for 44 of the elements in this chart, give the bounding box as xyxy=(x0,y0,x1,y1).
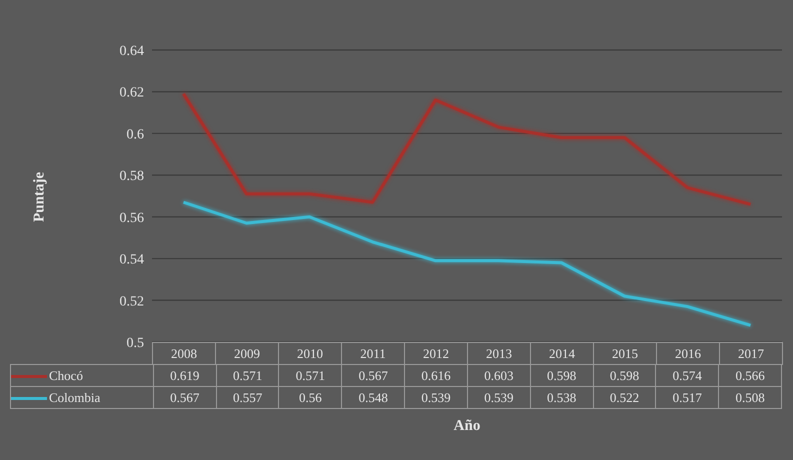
x-tick-label: 2012 xyxy=(404,342,468,364)
data-label: 0.567 xyxy=(153,386,216,408)
y-axis-title: Puntaje xyxy=(32,172,48,222)
x-tick-label: 2009 xyxy=(216,342,278,364)
data-label: 0.603 xyxy=(467,364,530,386)
x-axis-title: Año xyxy=(452,418,482,435)
data-label: 0.571 xyxy=(278,364,342,386)
data-label: 0.574 xyxy=(656,364,719,386)
y-tick-label: 0.5 xyxy=(126,336,144,351)
data-label: 0.539 xyxy=(467,386,530,408)
x-tick-label: 2011 xyxy=(342,342,404,364)
data-label: 0.522 xyxy=(593,386,656,408)
line-series xyxy=(182,92,752,206)
x-tick-label: 2008 xyxy=(152,342,216,364)
data-label: 0.566 xyxy=(718,364,782,386)
x-tick-label: 2015 xyxy=(594,342,656,364)
x-tick-label: 2017 xyxy=(720,342,782,364)
data-label: 0.567 xyxy=(342,364,405,386)
x-tick-label: 2016 xyxy=(656,342,720,364)
data-label: 0.598 xyxy=(593,364,656,386)
x-tick-label: 2010 xyxy=(278,342,342,364)
data-label: 0.557 xyxy=(216,386,279,408)
data-label: 0.508 xyxy=(718,386,782,408)
data-label: 0.56 xyxy=(278,386,342,408)
data-label: 0.616 xyxy=(404,364,468,386)
y-tick-label: 0.6 xyxy=(126,127,144,142)
data-label: 0.598 xyxy=(530,364,594,386)
data-label: 0.619 xyxy=(153,364,216,386)
y-tick-label: 0.54 xyxy=(120,252,144,268)
data-label: 0.548 xyxy=(342,386,405,408)
y-tick-label: 0.64 xyxy=(120,44,144,59)
legend-label: Colombia xyxy=(49,390,100,404)
y-tick-label: 0.62 xyxy=(120,86,144,101)
data-label: 0.517 xyxy=(656,386,719,408)
line-series xyxy=(182,200,752,327)
data-label: 0.539 xyxy=(404,386,468,408)
x-tick-label: 2013 xyxy=(468,342,530,364)
x-tick-label: 2014 xyxy=(530,342,594,364)
y-tick-label: 0.56 xyxy=(120,210,144,226)
data-label: 0.571 xyxy=(216,364,279,386)
data-label: 0.538 xyxy=(530,386,594,408)
y-tick-label: 0.52 xyxy=(120,294,144,310)
legend-label: Chocó xyxy=(49,368,83,382)
y-tick-label: 0.58 xyxy=(120,169,144,184)
